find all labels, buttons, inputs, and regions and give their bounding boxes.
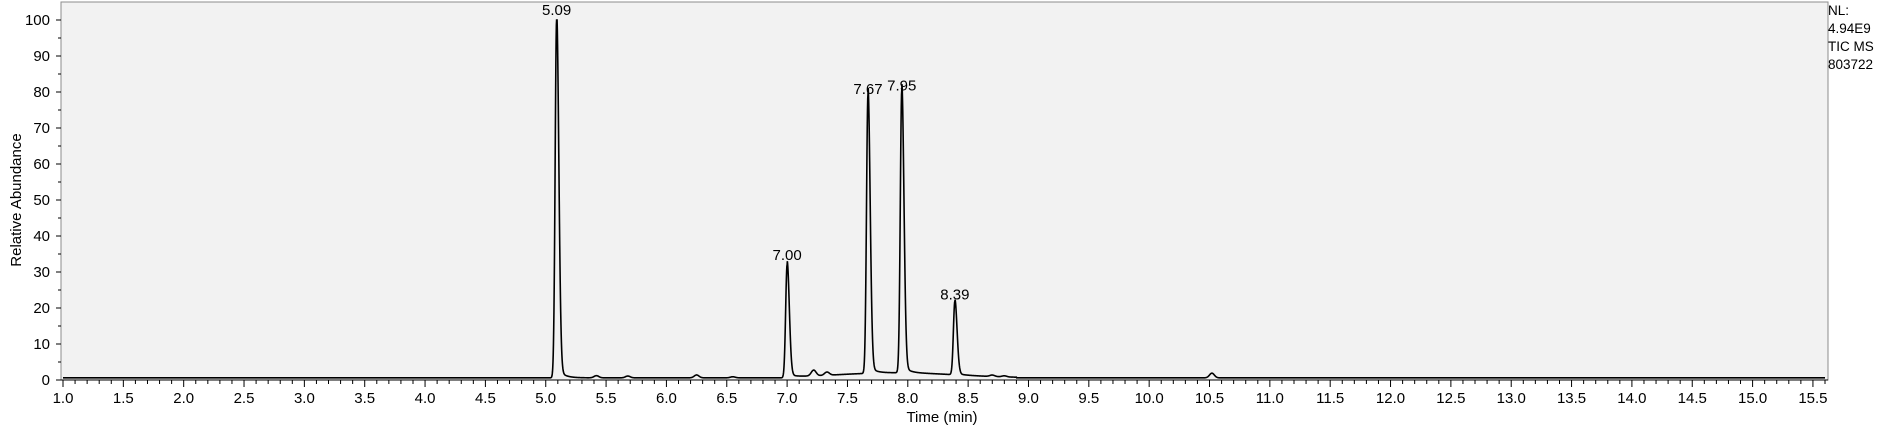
x-tick-label: 7.0: [777, 390, 798, 407]
x-tick-label: 4.0: [415, 390, 436, 407]
peak-label: 7.00: [773, 247, 802, 264]
peak-label: 7.95: [887, 78, 916, 95]
y-tick-label: 30: [33, 264, 50, 281]
x-tick-label: 2.0: [173, 390, 194, 407]
x-tick-label: 11.0: [1256, 390, 1284, 407]
x-tick-label: 1.0: [53, 390, 74, 407]
x-tick-label: 14.5: [1678, 390, 1707, 407]
scan-info: NL: 4.94E9 TIC MS 803722: [1828, 2, 1874, 74]
x-tick-label: 6.0: [656, 390, 677, 407]
y-axis: 0 10 20 30 40 50 60 70 80 90 100: [25, 12, 61, 389]
x-tick-label: 8.5: [958, 390, 979, 407]
x-tick-label: 13.0: [1497, 390, 1526, 407]
scan-type: TIC MS: [1828, 39, 1874, 54]
x-tick-label: 5.5: [596, 390, 617, 407]
x-tick-label: 12.0: [1376, 390, 1405, 407]
y-tick-label: 80: [33, 84, 50, 101]
y-axis-title: Relative Abundance: [8, 133, 25, 266]
y-tick-label: 100: [25, 12, 50, 29]
x-tick-label: 14.0: [1617, 390, 1646, 407]
x-tick-label: 12.5: [1436, 390, 1465, 407]
plot-area: [60, 1, 1829, 381]
x-tick-label: 3.5: [354, 390, 375, 407]
peak-label: 5.09: [542, 2, 571, 19]
x-tick-label: 13.5: [1557, 390, 1586, 407]
x-tick-label: 6.5: [716, 390, 737, 407]
y-tick-label: 60: [33, 156, 50, 173]
scan-id: 803722: [1828, 57, 1874, 72]
x-tick-label: 4.5: [475, 390, 496, 407]
x-tick-label: 2.5: [234, 390, 255, 407]
x-tick-label: 3.0: [294, 390, 315, 407]
x-axis: 1.0 1.5 2.0 2.5 3.0 3.5 4.0 4.5 5.0 5.5 6.0 6.5 7.0 7…: [53, 379, 1828, 407]
peak-label: 8.39: [940, 286, 969, 303]
x-tick-label: 10.5: [1195, 390, 1224, 407]
y-tick-label: 20: [33, 300, 50, 317]
y-tick-label: 40: [33, 228, 50, 245]
y-tick-label: 50: [33, 192, 50, 209]
peak-labels: 5.09 7.00 7.67 7.95 8.39: [542, 2, 969, 303]
x-tick-label: 15.0: [1738, 390, 1767, 407]
x-tick-label: 11.5: [1316, 390, 1344, 407]
nl-value: 4.94E9: [1828, 21, 1871, 36]
y-tick-label: 90: [33, 48, 50, 65]
nl-label: NL:: [1828, 3, 1850, 18]
x-tick-label: 15.5: [1798, 390, 1827, 407]
y-tick-label: 0: [42, 372, 50, 389]
x-tick-label: 8.0: [897, 390, 918, 407]
x-axis-title: Time (min): [906, 409, 977, 426]
x-tick-label: 1.5: [113, 390, 134, 407]
x-tick-label: 9.0: [1018, 390, 1039, 407]
x-tick-label: 7.5: [837, 390, 858, 407]
y-tick-label: 70: [33, 120, 50, 137]
y-tick-label: 10: [33, 336, 50, 353]
x-tick-label: 5.0: [535, 390, 556, 407]
x-tick-label: 10.0: [1135, 390, 1164, 407]
tic-trace: [63, 19, 1825, 379]
x-tick-label: 9.5: [1078, 390, 1099, 407]
peak-label: 7.67: [853, 81, 882, 98]
